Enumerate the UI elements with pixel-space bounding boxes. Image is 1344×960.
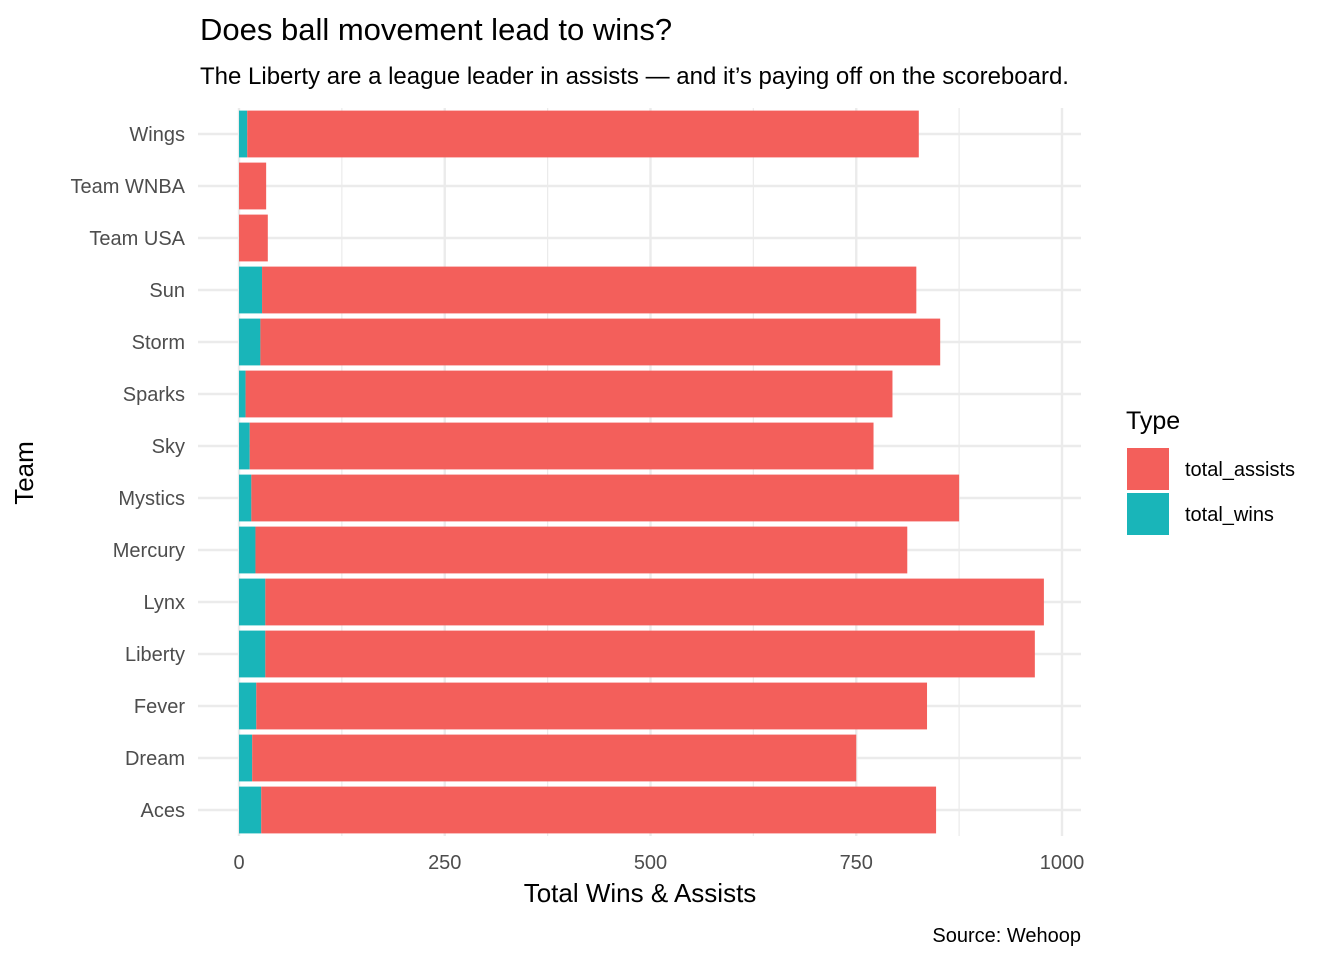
- bar-total-wins-lynx: [239, 578, 266, 626]
- legend-swatch-total-assists: [1127, 448, 1169, 490]
- bar-total-wins-mercury: [239, 526, 256, 574]
- y-tick-label: Sun: [149, 280, 185, 302]
- bar-total-wins-fever: [239, 682, 257, 730]
- bar-total-wins-mystics: [239, 474, 252, 522]
- bar-total-wins-dream: [239, 734, 253, 782]
- bar-total-wins-sky: [239, 422, 250, 470]
- x-tick-label: 250: [428, 852, 461, 874]
- bar-total-assists-sky: [249, 422, 874, 470]
- x-tick-label: 1000: [1040, 852, 1085, 874]
- x-axis-ticks: 0 250 500 750 1000: [233, 852, 1084, 874]
- y-tick-label: Lynx: [143, 592, 185, 614]
- x-tick-label: 750: [840, 852, 873, 874]
- bar-total-assists-aces: [261, 786, 937, 834]
- bar-total-assists-lynx: [265, 578, 1044, 626]
- bar-total-assists-wings: [247, 110, 919, 158]
- chart-subtitle: The Liberty are a league leader in assis…: [200, 63, 1069, 90]
- x-tick-label: 500: [634, 852, 667, 874]
- y-tick-label: Liberty: [125, 644, 185, 666]
- y-tick-label: Fever: [134, 696, 185, 718]
- y-tick-label: Aces: [141, 800, 185, 822]
- legend-items: total_assists total_wins: [1127, 448, 1295, 535]
- y-tick-label: Wings: [129, 124, 185, 146]
- chart-title: Does ball movement lead to wins?: [200, 12, 672, 47]
- bar-total-assists-dream: [252, 734, 857, 782]
- bar-total-assists-mystics: [251, 474, 960, 522]
- bar-total-wins-sun: [239, 266, 263, 314]
- legend-swatch-total-wins: [1127, 493, 1169, 535]
- bar-total-wins-sparks: [239, 370, 246, 418]
- y-axis-title: Team: [9, 441, 39, 505]
- bar-total-wins-aces: [239, 786, 262, 834]
- y-tick-label: Sky: [152, 436, 185, 458]
- bar-total-assists-storm: [260, 318, 941, 366]
- bar-total-assists-sparks: [245, 370, 893, 418]
- y-tick-label: Storm: [132, 332, 185, 354]
- y-tick-label: Team WNBA: [71, 176, 186, 198]
- y-tick-label: Sparks: [123, 384, 185, 406]
- y-tick-label: Dream: [125, 748, 185, 770]
- bar-total-assists-fever: [256, 682, 928, 730]
- legend: Type total_assists total_wins: [1126, 407, 1295, 535]
- legend-title: Type: [1126, 407, 1180, 435]
- y-tick-label: Mystics: [118, 488, 185, 510]
- bar-total-wins-storm: [239, 318, 261, 366]
- bars: [239, 110, 1044, 834]
- x-tick-label: 0: [233, 852, 244, 874]
- y-tick-label: Team USA: [89, 228, 185, 250]
- bar-total-assists-mercury: [255, 526, 908, 574]
- bar-total-wins-liberty: [239, 630, 266, 678]
- y-tick-label: Mercury: [113, 540, 185, 562]
- bar-total-assists-team-wnba: [239, 162, 267, 210]
- bar-total-wins-wings: [239, 110, 248, 158]
- legend-label: total_wins: [1185, 504, 1274, 526]
- x-axis-title: Total Wins & Assists: [524, 878, 757, 908]
- bar-total-assists-sun: [262, 266, 917, 314]
- legend-label: total_assists: [1185, 459, 1295, 481]
- y-axis-ticks: Aces Dream Fever Liberty Lynx Mercury Mystics S…: [71, 124, 186, 822]
- bar-total-assists-liberty: [265, 630, 1035, 678]
- bar-total-assists-team-usa: [239, 214, 268, 262]
- source-caption: Source: Wehoop: [932, 925, 1081, 947]
